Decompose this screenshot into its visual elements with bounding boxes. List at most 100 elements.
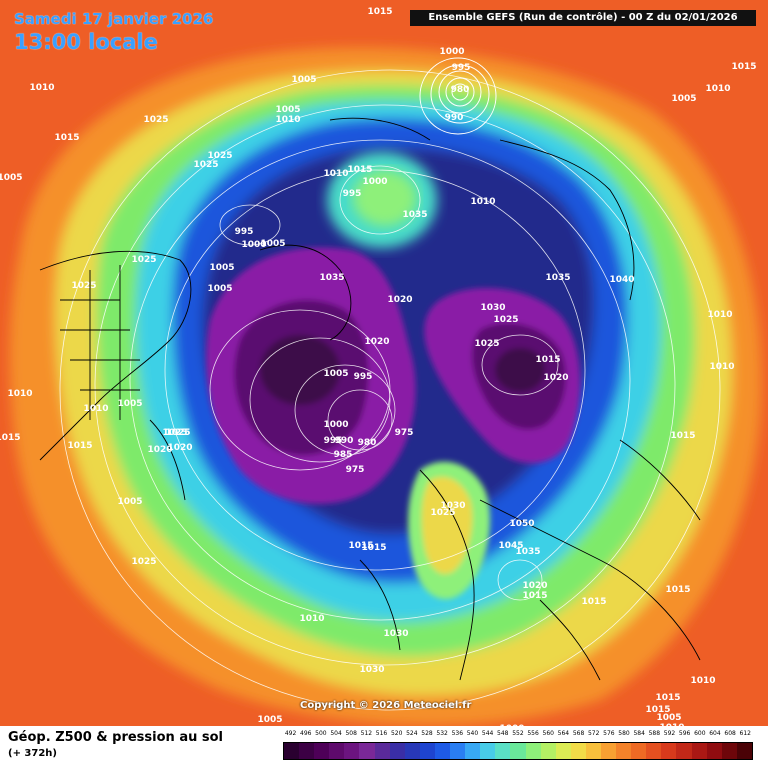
legend-label: 568 [572, 730, 585, 737]
isobar-label: 980 [451, 85, 470, 95]
isobar-label: 1025 [193, 160, 218, 170]
isobar-label: 1005 [207, 284, 232, 294]
isobar-label: 1025 [143, 115, 168, 125]
isobar-label: 1025 [131, 255, 156, 265]
legend-label: 532 [436, 730, 448, 737]
trough-deep-siberia [495, 348, 545, 392]
isobar-label: 1015 [67, 441, 92, 451]
legend-label: 540 [466, 730, 479, 737]
forecast-map: 1015 1000 995 980 990 1005 1010 1015 1005 1010 102… [0, 0, 768, 726]
isobar-label: 1015 [535, 355, 560, 365]
isobar-label: 1015 [361, 543, 386, 553]
isobar-label: 1025 [162, 428, 187, 438]
legend-swatch [736, 743, 752, 759]
isobar-label: 1020 [147, 445, 172, 455]
legend-swatch [434, 743, 451, 759]
legend-swatch [329, 743, 345, 759]
legend-swatch [344, 743, 360, 759]
isobar-label: 995 [235, 227, 254, 237]
isobar-label: 1005 [291, 75, 316, 85]
legend-swatch [480, 743, 496, 759]
isobar-label: 1015 [645, 705, 670, 715]
pacific-low [419, 57, 497, 135]
isobar-label: 1030 [383, 629, 408, 639]
legend-label: 528 [421, 730, 433, 737]
isobar-label: 1030 [359, 665, 384, 675]
isobar-labels: 1015100099598099010051010101510051010102… [0, 7, 757, 726]
legend-swatch [495, 743, 511, 759]
legend-label: 596 [678, 730, 691, 737]
legend-label: 548 [497, 730, 509, 737]
isobar-label: 1025 [493, 315, 518, 325]
legend-label: 504 [330, 730, 342, 737]
legend-label: 500 [315, 730, 327, 737]
isobar-label: 985 [334, 450, 353, 460]
isobar-label: 1000 [439, 47, 464, 57]
isobar-label: 1035 [545, 273, 570, 283]
legend-label: 492 [284, 730, 297, 737]
isobar-label: 1025 [71, 281, 96, 291]
legend-label: 564 [557, 730, 570, 737]
isobar-label: 1015 [347, 165, 372, 175]
legend-swatch [555, 743, 571, 759]
legend-label: 588 [648, 730, 661, 737]
legend-label: 520 [390, 730, 403, 737]
legend-swatch [374, 743, 390, 759]
isobar-label: 1015 [655, 693, 680, 703]
isobar-label: 1005 [117, 497, 142, 507]
isobar-label: 1015 [367, 7, 392, 17]
legend-swatch [631, 743, 647, 759]
isobar-label: 1005 [275, 105, 300, 115]
trough-deep-na [260, 335, 340, 405]
legend-label: 576 [603, 730, 615, 737]
isobar-label: 1010 [470, 197, 495, 207]
legend-swatch [570, 743, 586, 759]
copyright-notice: Copyright © 2026 Meteociel.fr [300, 700, 472, 711]
isobar-label: 995 [343, 189, 362, 199]
isobar-label: 1050 [509, 519, 534, 529]
isobar-label: 1010 [690, 676, 715, 686]
isobar-label: 1010 [709, 362, 734, 372]
isobar-label: 1015 [731, 62, 756, 72]
legend-label: 600 [694, 730, 706, 737]
legend-swatch [510, 743, 526, 759]
isobar-label: 1010 [29, 83, 54, 93]
color-legend: 492 496 500 504 508 512 516 520 524 528 532 536 540 5… [283, 730, 753, 764]
isobar-label: 1015 [670, 431, 695, 441]
isobar-label: 1020 [543, 373, 568, 383]
isobar-label: 1035 [319, 273, 344, 283]
isobar-label: 1000 [499, 724, 524, 726]
forecast-date: Samedi 17 janvier 2026 [14, 10, 214, 28]
map-canvas: 1015100099598099010051010101510051010102… [0, 0, 768, 726]
legend-label: 496 [300, 730, 312, 737]
legend-label: 592 [663, 730, 676, 737]
isobar-label: 1005 [656, 713, 681, 723]
legend-label: 552 [512, 730, 524, 737]
isobar-label: 1005 [0, 173, 23, 183]
arctic-high-core [353, 170, 417, 226]
legend-label: 536 [451, 730, 464, 737]
legend-swatch [299, 743, 315, 759]
legend-label: 544 [481, 730, 494, 737]
isobar-label: 1035 [515, 547, 540, 557]
legend-swatch [540, 743, 556, 759]
isobar-label: 1010 [83, 404, 108, 414]
isobar-label: 1005 [209, 263, 234, 273]
legend-swatch [525, 743, 541, 759]
isobar-label: 1000 [323, 420, 348, 430]
run-banner: Ensemble GEFS (Run de contrôle) - 00 Z d… [410, 10, 756, 26]
isobar-label: 1010 [323, 169, 348, 179]
legend-label: 604 [709, 730, 721, 737]
legend-bar [283, 742, 753, 760]
legend-swatch [646, 743, 662, 759]
legend-label: 560 [542, 730, 554, 737]
legend-swatch [284, 743, 300, 759]
legend-swatch [600, 743, 617, 759]
isobar-label: 1030 [480, 303, 505, 313]
isobar-label: 1005 [671, 94, 696, 104]
isobar-label: 1015 [54, 133, 79, 143]
isobar-label: 1010 [275, 115, 300, 125]
isobar-label: 990 [335, 436, 354, 446]
isobars [59, 69, 721, 711]
isobar-label: 990 [445, 113, 464, 123]
